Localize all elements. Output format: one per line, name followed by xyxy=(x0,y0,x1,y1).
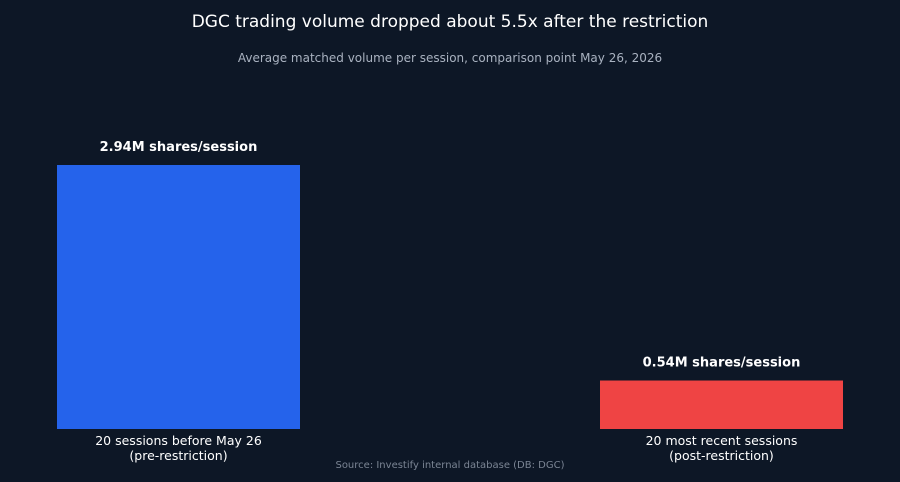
category-label: (post-restriction) xyxy=(669,448,774,463)
chart-subtitle: Average matched volume per session, comp… xyxy=(238,51,662,65)
bars-layer: 2.94M shares/session 20 sessions before M… xyxy=(57,140,843,463)
category-label: (pre-restriction) xyxy=(129,448,227,463)
category-label: 20 most recent sessions xyxy=(646,433,798,448)
bar-pre-restriction xyxy=(57,165,300,429)
category-label: 20 sessions before May 26 xyxy=(95,433,262,448)
bar-value-label: 2.94M shares/session xyxy=(100,140,258,155)
chart-title: DGC trading volume dropped about 5.5x af… xyxy=(192,12,709,32)
bar-post-restriction xyxy=(600,380,843,429)
bar-value-label: 0.54M shares/session xyxy=(643,356,801,371)
source-note: Source: Investify internal database (DB:… xyxy=(335,460,564,471)
